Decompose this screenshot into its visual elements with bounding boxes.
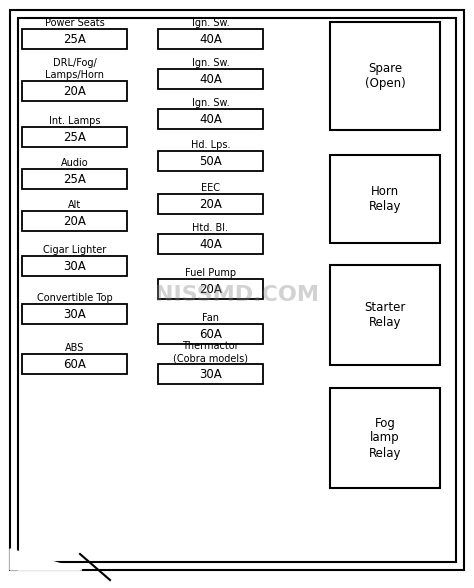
Polygon shape <box>18 554 80 570</box>
Polygon shape <box>10 549 82 570</box>
Text: Cigar Lighter: Cigar Lighter <box>43 245 106 255</box>
Text: 30A: 30A <box>63 308 86 320</box>
Text: Ign. Sw.: Ign. Sw. <box>191 58 229 68</box>
Text: Int. Lamps: Int. Lamps <box>49 116 100 126</box>
Text: EEC: EEC <box>201 183 220 193</box>
Bar <box>330 265 440 365</box>
Text: 20A: 20A <box>63 215 86 228</box>
Text: 30A: 30A <box>199 368 222 380</box>
Bar <box>158 194 263 214</box>
Text: Thermactor
(Cobra models): Thermactor (Cobra models) <box>173 342 248 363</box>
Text: 60A: 60A <box>199 328 222 340</box>
Text: NISSMD.COM: NISSMD.COM <box>155 285 319 305</box>
Bar <box>22 354 127 374</box>
Text: Spare
(Open): Spare (Open) <box>365 62 405 90</box>
Text: ABS: ABS <box>65 343 84 353</box>
Bar <box>158 109 263 129</box>
Text: Ign. Sw.: Ign. Sw. <box>191 98 229 108</box>
Text: 40A: 40A <box>199 238 222 250</box>
Text: 40A: 40A <box>199 32 222 45</box>
Bar <box>22 127 127 147</box>
Bar <box>158 234 263 254</box>
Bar <box>22 29 127 49</box>
Text: Hd. Lps.: Hd. Lps. <box>191 140 230 150</box>
Text: 30A: 30A <box>63 259 86 272</box>
Bar <box>22 169 127 189</box>
Text: Ign. Sw.: Ign. Sw. <box>191 18 229 28</box>
Text: 25A: 25A <box>63 131 86 143</box>
Bar <box>330 155 440 243</box>
Text: Htd. Bl.: Htd. Bl. <box>192 223 228 233</box>
Text: 25A: 25A <box>63 32 86 45</box>
Bar <box>158 364 263 384</box>
Bar <box>158 29 263 49</box>
Text: 40A: 40A <box>199 72 222 85</box>
Bar <box>22 304 127 324</box>
Text: 20A: 20A <box>199 282 222 296</box>
Text: Alt: Alt <box>68 200 81 210</box>
Text: Horn
Relay: Horn Relay <box>369 185 401 213</box>
Bar <box>22 81 127 101</box>
Bar <box>158 324 263 344</box>
Bar <box>330 22 440 130</box>
Text: Starter
Relay: Starter Relay <box>365 301 406 329</box>
Text: Fan: Fan <box>202 313 219 323</box>
Text: 20A: 20A <box>63 85 86 98</box>
Text: 40A: 40A <box>199 112 222 125</box>
Bar <box>158 69 263 89</box>
Text: Audio: Audio <box>61 158 88 168</box>
Text: DRL/Fog/
Lamps/Horn: DRL/Fog/ Lamps/Horn <box>45 58 104 80</box>
Text: Fog
lamp
Relay: Fog lamp Relay <box>369 416 401 459</box>
Bar <box>330 388 440 488</box>
Text: Power Seats: Power Seats <box>45 18 104 28</box>
Bar <box>22 256 127 276</box>
Bar <box>158 151 263 171</box>
Bar <box>22 211 127 231</box>
Text: Convertible Top: Convertible Top <box>36 293 112 303</box>
Text: 50A: 50A <box>199 155 222 168</box>
Text: 25A: 25A <box>63 172 86 185</box>
Bar <box>158 279 263 299</box>
Text: 60A: 60A <box>63 358 86 370</box>
Text: 20A: 20A <box>199 198 222 211</box>
Text: Fuel Pump: Fuel Pump <box>185 268 236 278</box>
